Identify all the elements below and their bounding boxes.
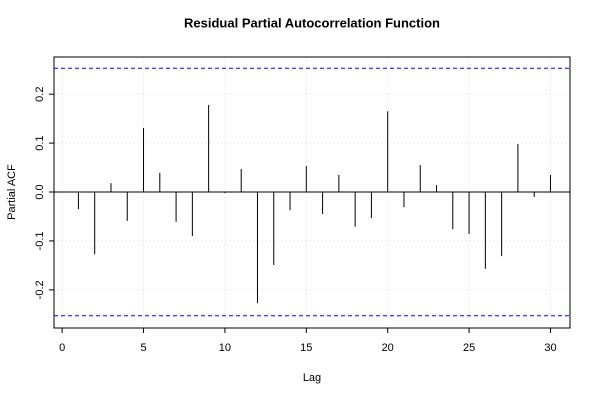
y-tick-label: 0.2: [34, 87, 46, 102]
x-tick-label: 25: [463, 342, 475, 354]
x-tick-label: 10: [219, 342, 231, 354]
y-tick-label: 0.1: [34, 135, 46, 150]
y-tick-label: 0.0: [34, 184, 46, 199]
y-axis-label: Partial ACF: [6, 164, 18, 220]
x-tick-label: 15: [300, 342, 312, 354]
x-tick-label: 5: [140, 342, 146, 354]
x-tick-label: 20: [382, 342, 394, 354]
x-tick-label: 30: [544, 342, 556, 354]
x-tick-label: 0: [59, 342, 65, 354]
y-tick-label: -0.2: [34, 280, 46, 299]
y-tick-label: -0.1: [34, 231, 46, 250]
chart-title: Residual Partial Autocorrelation Functio…: [184, 15, 440, 30]
x-axis-label: Lag: [303, 372, 321, 384]
